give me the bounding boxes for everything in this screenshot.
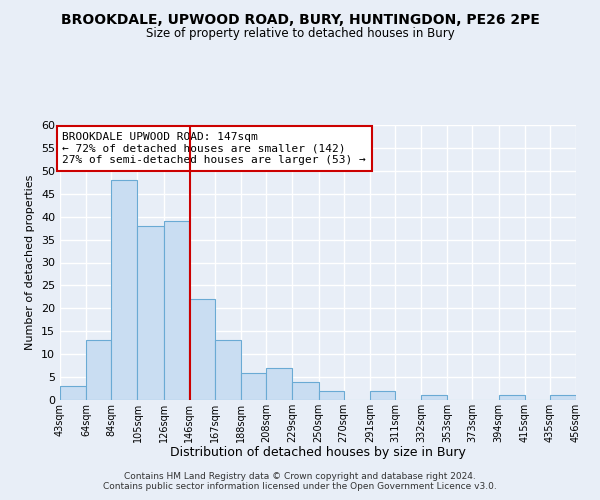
Bar xyxy=(164,221,188,400)
Bar xyxy=(86,340,111,400)
Text: Contains public sector information licensed under the Open Government Licence v3: Contains public sector information licen… xyxy=(103,482,497,491)
Bar xyxy=(292,382,319,400)
Bar xyxy=(111,180,137,400)
Bar xyxy=(266,368,292,400)
Text: Contains HM Land Registry data © Crown copyright and database right 2024.: Contains HM Land Registry data © Crown c… xyxy=(124,472,476,481)
Bar xyxy=(241,372,266,400)
Bar xyxy=(60,386,86,400)
Bar xyxy=(370,391,395,400)
Text: Size of property relative to detached houses in Bury: Size of property relative to detached ho… xyxy=(146,28,454,40)
Bar xyxy=(319,391,344,400)
Text: Distribution of detached houses by size in Bury: Distribution of detached houses by size … xyxy=(170,446,466,459)
Text: BROOKDALE, UPWOOD ROAD, BURY, HUNTINGDON, PE26 2PE: BROOKDALE, UPWOOD ROAD, BURY, HUNTINGDON… xyxy=(61,12,539,26)
Bar xyxy=(188,299,215,400)
Y-axis label: Number of detached properties: Number of detached properties xyxy=(25,175,35,350)
Bar xyxy=(499,396,525,400)
Bar xyxy=(215,340,241,400)
Bar xyxy=(137,226,164,400)
Bar xyxy=(421,396,448,400)
Text: BROOKDALE UPWOOD ROAD: 147sqm
← 72% of detached houses are smaller (142)
27% of : BROOKDALE UPWOOD ROAD: 147sqm ← 72% of d… xyxy=(62,132,366,165)
Bar xyxy=(550,396,576,400)
